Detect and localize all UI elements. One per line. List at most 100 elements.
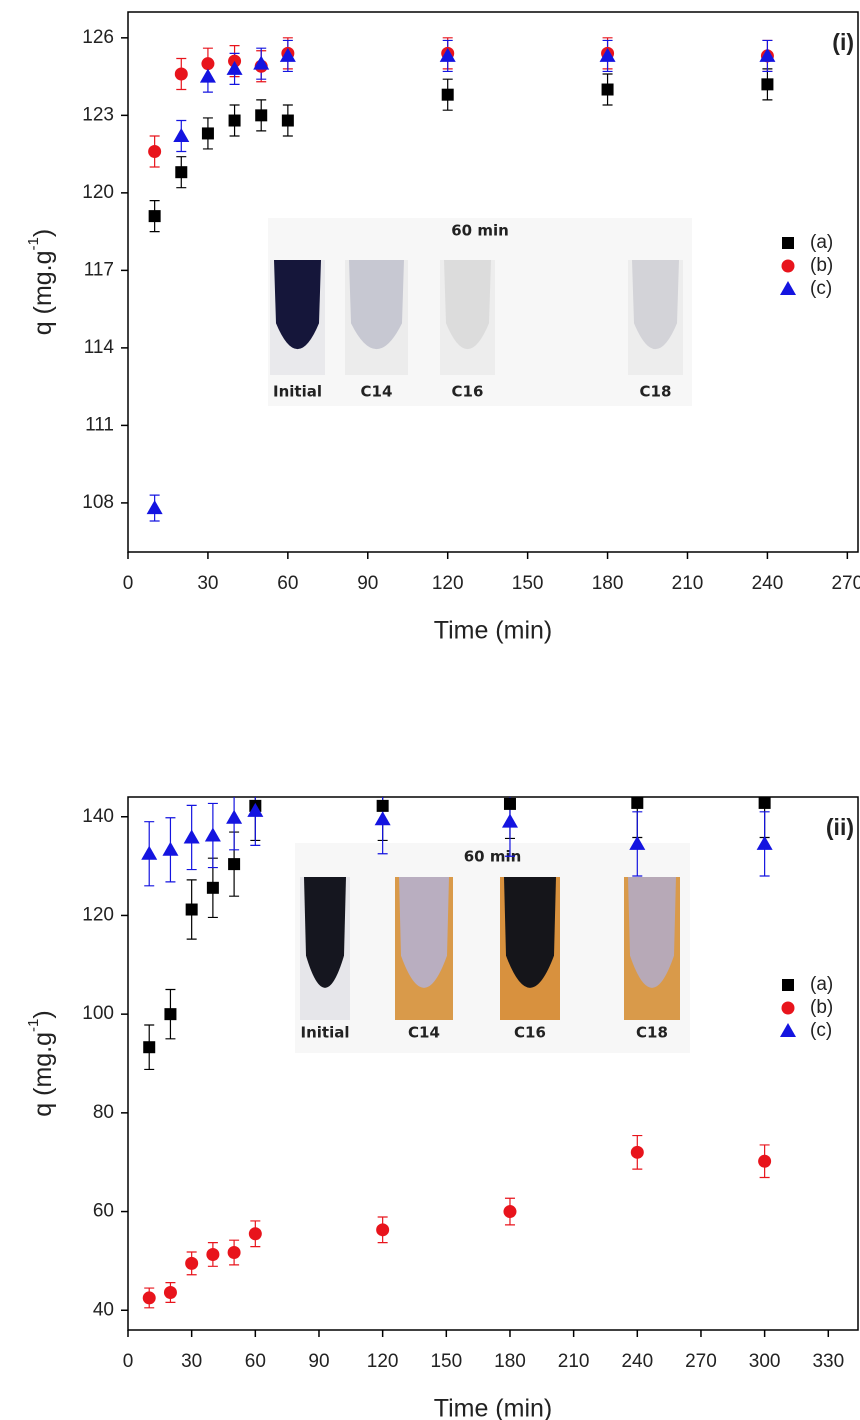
point bbox=[148, 210, 161, 223]
inset-label: Initial bbox=[273, 383, 322, 401]
point bbox=[228, 114, 241, 127]
point bbox=[162, 841, 179, 856]
y-tick-label: 123 bbox=[82, 104, 114, 125]
x-tick-label: 90 bbox=[357, 573, 378, 594]
x-tick-label: 90 bbox=[308, 1351, 329, 1372]
point bbox=[630, 1145, 644, 1159]
inset-label: C16 bbox=[514, 1024, 546, 1042]
x-tick-label: 210 bbox=[558, 1351, 590, 1372]
data-layer bbox=[141, 797, 773, 1309]
point bbox=[599, 47, 616, 62]
y-axis-label: q (mg.g-1) bbox=[25, 1010, 57, 1116]
point bbox=[439, 47, 456, 62]
point bbox=[601, 83, 614, 96]
point bbox=[163, 1285, 177, 1299]
inset-title: 60 min bbox=[451, 222, 509, 240]
y-label-sup: -1 bbox=[25, 1019, 42, 1032]
inset-label: C18 bbox=[640, 383, 672, 401]
point bbox=[199, 68, 216, 83]
y-tick-label: 126 bbox=[82, 27, 114, 48]
point bbox=[376, 799, 389, 812]
x-tick-label: 180 bbox=[494, 1351, 526, 1372]
y-label-sup: -1 bbox=[25, 237, 42, 250]
y-tick-label: 40 bbox=[93, 1299, 114, 1320]
point bbox=[204, 827, 221, 842]
point bbox=[374, 811, 391, 826]
y-label-close: ) bbox=[29, 1010, 57, 1018]
data-layer bbox=[146, 37, 776, 522]
plot-frame bbox=[127, 796, 859, 1331]
y-tick-label: 108 bbox=[82, 492, 114, 513]
point bbox=[759, 47, 776, 62]
x-tick-label: 0 bbox=[123, 1351, 134, 1372]
x-tick-label: 300 bbox=[749, 1351, 781, 1372]
legend-marker bbox=[782, 979, 794, 991]
point bbox=[441, 88, 454, 101]
x-tick-label: 240 bbox=[621, 1351, 653, 1372]
y-tick-label: 140 bbox=[82, 806, 114, 827]
legend-marker bbox=[782, 237, 794, 249]
tube bbox=[274, 260, 321, 350]
legend-label: (a) bbox=[810, 974, 833, 995]
y-label-text: q (mg.g bbox=[29, 1032, 57, 1117]
x-tick-label: 270 bbox=[831, 573, 860, 594]
legend-marker bbox=[781, 1001, 795, 1015]
inset-label: C14 bbox=[361, 383, 393, 401]
point bbox=[228, 858, 241, 871]
y-axis-label: q (mg.g-1) bbox=[25, 229, 57, 335]
y-label-close: ) bbox=[29, 229, 57, 237]
point bbox=[226, 809, 243, 824]
y-label-text: q (mg.g bbox=[29, 250, 57, 335]
x-tick-label: 0 bbox=[123, 573, 134, 594]
x-tick-label: 240 bbox=[752, 573, 784, 594]
point bbox=[141, 845, 158, 860]
x-tick-label: 150 bbox=[430, 1351, 462, 1372]
panel-label: (ii) bbox=[826, 814, 854, 840]
x-axis-label: Time (min) bbox=[434, 1395, 553, 1420]
point bbox=[164, 1008, 177, 1021]
legend-marker bbox=[780, 281, 796, 295]
x-tick-label: 60 bbox=[277, 573, 298, 594]
point bbox=[183, 829, 200, 844]
tube bbox=[304, 877, 346, 988]
inset-label: C14 bbox=[408, 1024, 440, 1042]
point bbox=[185, 903, 198, 916]
inset-title: 60 min bbox=[464, 848, 522, 866]
point bbox=[756, 835, 773, 850]
inset-label: C18 bbox=[636, 1024, 668, 1042]
point bbox=[175, 166, 188, 179]
tube bbox=[399, 877, 449, 988]
point bbox=[173, 128, 190, 143]
x-tick-label: 210 bbox=[672, 573, 704, 594]
point bbox=[503, 1205, 517, 1219]
tube bbox=[632, 260, 679, 350]
plot-frame bbox=[127, 11, 859, 553]
x-axis-label: Time (min) bbox=[434, 617, 553, 645]
point bbox=[201, 57, 215, 71]
legend-label: (c) bbox=[810, 278, 832, 299]
x-tick-label: 30 bbox=[197, 573, 218, 594]
inset-label: C16 bbox=[452, 383, 484, 401]
point bbox=[226, 60, 243, 75]
tube bbox=[504, 877, 556, 988]
legend-marker bbox=[781, 259, 795, 273]
point bbox=[174, 67, 188, 81]
legend-label: (c) bbox=[810, 1020, 832, 1041]
point bbox=[279, 47, 296, 62]
y-tick-label: 120 bbox=[82, 904, 114, 925]
legend-label: (a) bbox=[810, 232, 833, 253]
point bbox=[247, 802, 264, 817]
point bbox=[143, 1041, 156, 1054]
point bbox=[206, 881, 219, 894]
y-tick-label: 80 bbox=[93, 1102, 114, 1123]
x-tick-label: 120 bbox=[432, 573, 464, 594]
point bbox=[142, 1291, 156, 1305]
legend-marker bbox=[780, 1023, 796, 1037]
point bbox=[631, 797, 644, 809]
x-tick-label: 60 bbox=[245, 1351, 266, 1372]
x-tick-label: 30 bbox=[181, 1351, 202, 1372]
point bbox=[629, 835, 646, 850]
y-tick-label: 117 bbox=[84, 259, 114, 280]
inset-label: Initial bbox=[301, 1024, 350, 1042]
